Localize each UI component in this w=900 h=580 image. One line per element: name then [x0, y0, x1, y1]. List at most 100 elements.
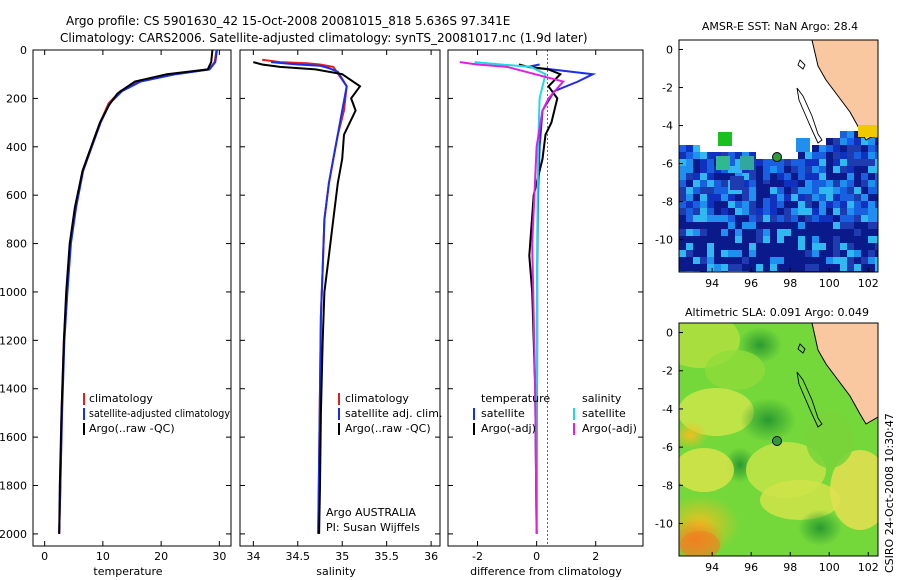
y-tick-label: 600: [6, 189, 27, 202]
sst-cell: [700, 264, 707, 271]
legend-sal-satellite-diff: satellite: [582, 407, 626, 420]
sst-cell: [833, 159, 840, 166]
sst-cell: [735, 229, 742, 236]
sst-cell: [833, 145, 840, 152]
sst-cell: [840, 194, 847, 201]
sst-cell: [686, 173, 693, 180]
sst-cell: [742, 215, 749, 222]
x-tick-label: 34.5: [286, 550, 311, 563]
sst-cell: [714, 215, 721, 222]
sst-cell: [868, 222, 875, 229]
sst-cell: [721, 187, 728, 194]
sst-cell: [721, 201, 728, 208]
legend-temp-argo: Argo(-adj): [481, 422, 536, 435]
sst-cell: [721, 215, 728, 222]
sst-cell: [847, 194, 854, 201]
sst-cell: [742, 201, 749, 208]
sst-cell: [707, 201, 714, 208]
sst-cell: [840, 208, 847, 215]
sst-cell: [826, 194, 833, 201]
sst-cell: [707, 243, 714, 250]
temperature-ticks: 0 10 20 30 0 200 400 600 800 1000 1200 1400 1600 1800…: [0, 44, 231, 563]
map-x-tick-label: 102: [858, 277, 879, 290]
sst-cell: [791, 159, 798, 166]
sst-cell: [847, 250, 854, 257]
sst-cell: [847, 159, 854, 166]
sst-cell: [700, 257, 707, 264]
sst-cell: [791, 243, 798, 250]
sst-cell: [714, 236, 721, 243]
y-tick-label: 2000: [0, 528, 27, 541]
sst-cell: [833, 215, 840, 222]
sst-cell: [875, 236, 878, 243]
sst-cell: [749, 201, 756, 208]
sst-cell: [707, 159, 714, 166]
sst-cell: [854, 250, 861, 257]
sst-cell: [756, 208, 763, 215]
sst-cell: [700, 201, 707, 208]
sst-cell: [812, 145, 819, 152]
sst-cell: [721, 194, 728, 201]
sst-cell: [756, 229, 763, 236]
sst-cell: [812, 166, 819, 173]
sst-cell: [861, 229, 868, 236]
sst-cell: [728, 264, 735, 271]
sst-cell: [770, 257, 777, 264]
sst-cell: [840, 236, 847, 243]
sst-cell: [854, 159, 861, 166]
sst-cell: [798, 222, 805, 229]
sst-cell: [735, 152, 742, 159]
sst-cell: [840, 152, 847, 159]
sst-cell: [798, 194, 805, 201]
sst-cell: [749, 194, 756, 201]
sst-cell: [721, 173, 728, 180]
sst-cell: [728, 222, 735, 229]
sst-cell: [840, 257, 847, 264]
sst-cell: [693, 215, 700, 222]
sst-cell: [735, 166, 742, 173]
series-line-salinity-satellite: [474, 61, 547, 534]
sst-cell: [812, 208, 819, 215]
salinity-panel: 34 34.5 35 35.5 36 salinity climatology sate…: [239, 49, 442, 578]
sst-cell: [854, 152, 861, 159]
sst-cell: [693, 243, 700, 250]
sst-cell: [791, 180, 798, 187]
map-x-tick-label: 94: [705, 561, 719, 574]
sst-cell: [777, 187, 784, 194]
sst-cell: [770, 194, 777, 201]
sst-cell: [812, 152, 819, 159]
sst-cell: [875, 264, 878, 271]
sst-cell: [742, 194, 749, 201]
sst-cell: [763, 180, 770, 187]
sst-cell: [700, 208, 707, 215]
sst-cell: [805, 229, 812, 236]
map-x-tick-label: 98: [783, 277, 797, 290]
sst-cell: [784, 173, 791, 180]
y-tick-label: 1000: [0, 286, 27, 299]
sst-cell: [777, 264, 784, 271]
sst-cell: [735, 257, 742, 264]
sst-cell: [868, 173, 875, 180]
difference-xlabel: difference from climatology: [470, 565, 622, 578]
sst-cell: [707, 215, 714, 222]
map-y-tick-label: -10: [655, 234, 673, 247]
sst-cell: [770, 264, 777, 271]
map-x-tick-label: 96: [744, 277, 758, 290]
sst-cell: [784, 236, 791, 243]
sst-cell: [847, 145, 854, 152]
sst-cell: [693, 187, 700, 194]
sst-cell: [693, 166, 700, 173]
y-tick-label: 1600: [0, 431, 27, 444]
sst-cell: [847, 187, 854, 194]
sst-cell: [763, 166, 770, 173]
sst-cell: [812, 236, 819, 243]
sst-cell: [796, 138, 810, 152]
sst-cell: [742, 180, 749, 187]
sst-cell: [763, 229, 770, 236]
sst-cell: [826, 173, 833, 180]
sst-cell: [679, 229, 686, 236]
sst-cell: [791, 194, 798, 201]
sst-cell: [756, 264, 763, 271]
sst-cell: [693, 152, 700, 159]
sst-cell: [861, 152, 868, 159]
